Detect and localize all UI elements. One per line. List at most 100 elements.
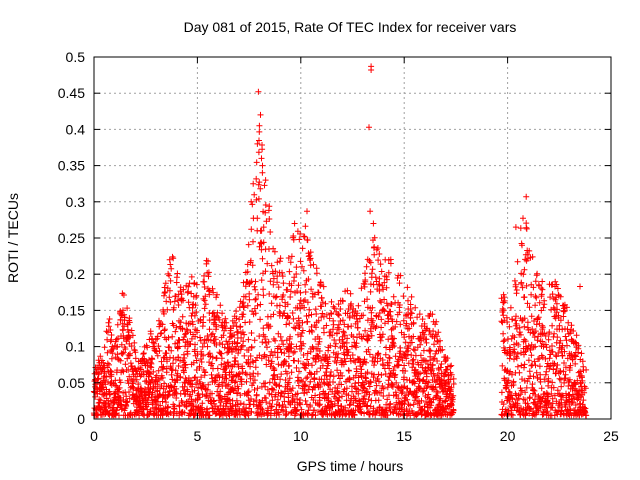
data-point [212, 336, 219, 343]
data-point [531, 358, 538, 365]
data-point [553, 365, 560, 372]
data-point [376, 251, 383, 257]
data-point [340, 339, 347, 345]
y-tick-label: 0.45 [58, 85, 85, 101]
data-point [256, 333, 263, 340]
data-point [341, 332, 348, 339]
data-point [298, 406, 305, 413]
data-point [234, 389, 241, 396]
data-point [108, 371, 115, 378]
data-point [320, 283, 327, 290]
data-point [361, 356, 368, 363]
data-point [167, 299, 174, 305]
data-point [434, 358, 441, 364]
data-point [367, 378, 374, 385]
data-point [172, 328, 179, 335]
data-point [143, 377, 150, 384]
data-point [188, 273, 195, 280]
data-point [226, 338, 232, 345]
tick-labels: 0 0.05 0.1 0.15 0.2 0.25 0.3 0.35 0.4 0.45 0.5 0 5 10… [58, 49, 619, 444]
data-point [346, 367, 352, 374]
data-point [406, 325, 413, 332]
data-point [262, 209, 269, 216]
data-point [257, 111, 264, 118]
data-point [346, 402, 353, 409]
data-point [348, 323, 355, 330]
data-point [530, 373, 537, 380]
data-point [395, 361, 402, 368]
data-point [114, 367, 121, 374]
data-point [427, 347, 434, 354]
data-point [148, 364, 155, 371]
data-point [181, 334, 188, 341]
data-point [378, 372, 385, 378]
data-point [288, 253, 295, 260]
data-point [163, 350, 170, 357]
data-point [162, 289, 169, 295]
data-point [353, 340, 360, 347]
data-point [281, 350, 288, 357]
data-point [272, 381, 279, 388]
x-tick-label: 25 [603, 428, 619, 444]
data-point [368, 270, 375, 277]
data-point [358, 409, 365, 416]
data-point [528, 352, 535, 359]
data-point [150, 339, 157, 346]
data-point [562, 364, 569, 371]
data-point [277, 376, 284, 383]
data-point [550, 384, 557, 391]
data-point [274, 259, 281, 266]
data-point [267, 278, 274, 285]
data-point [403, 406, 410, 413]
data-point [437, 395, 444, 402]
data-point [271, 248, 278, 255]
data-point [192, 302, 199, 309]
data-point [444, 366, 450, 373]
data-point [507, 304, 514, 311]
data-point [563, 337, 570, 344]
data-point [376, 275, 383, 282]
data-point [189, 321, 196, 328]
data-point [167, 261, 174, 268]
data-point [246, 319, 253, 325]
data-point [167, 277, 174, 284]
data-point [500, 338, 507, 345]
data-point [370, 405, 377, 412]
data-point [409, 357, 416, 364]
data-point [425, 379, 432, 386]
data-point [500, 330, 507, 337]
data-point [401, 362, 408, 369]
data-point [523, 225, 530, 232]
data-point [581, 389, 588, 396]
data-point [570, 328, 577, 334]
data-point [252, 364, 259, 371]
data-point [132, 355, 139, 362]
data-point [206, 412, 213, 419]
data-point [211, 333, 218, 340]
data-point [187, 340, 194, 347]
data-point [313, 324, 319, 331]
data-point [206, 317, 213, 324]
data-point [266, 379, 273, 386]
data-point [108, 332, 115, 338]
data-point [393, 379, 400, 386]
data-point [222, 315, 229, 322]
data-point [262, 177, 269, 184]
data-point [255, 181, 262, 188]
data-point [409, 364, 416, 371]
data-point [294, 304, 301, 311]
data-point [411, 380, 418, 387]
data-point [252, 310, 259, 317]
data-point [279, 269, 285, 276]
data-point [284, 286, 291, 293]
data-point [349, 352, 356, 358]
data-point [529, 381, 536, 388]
data-point [259, 339, 266, 346]
data-point [448, 384, 455, 391]
data-point [175, 363, 182, 369]
data-point [405, 297, 411, 304]
data-point [339, 372, 346, 379]
data-point [577, 368, 584, 375]
data-point [270, 281, 277, 288]
data-point [330, 326, 336, 333]
